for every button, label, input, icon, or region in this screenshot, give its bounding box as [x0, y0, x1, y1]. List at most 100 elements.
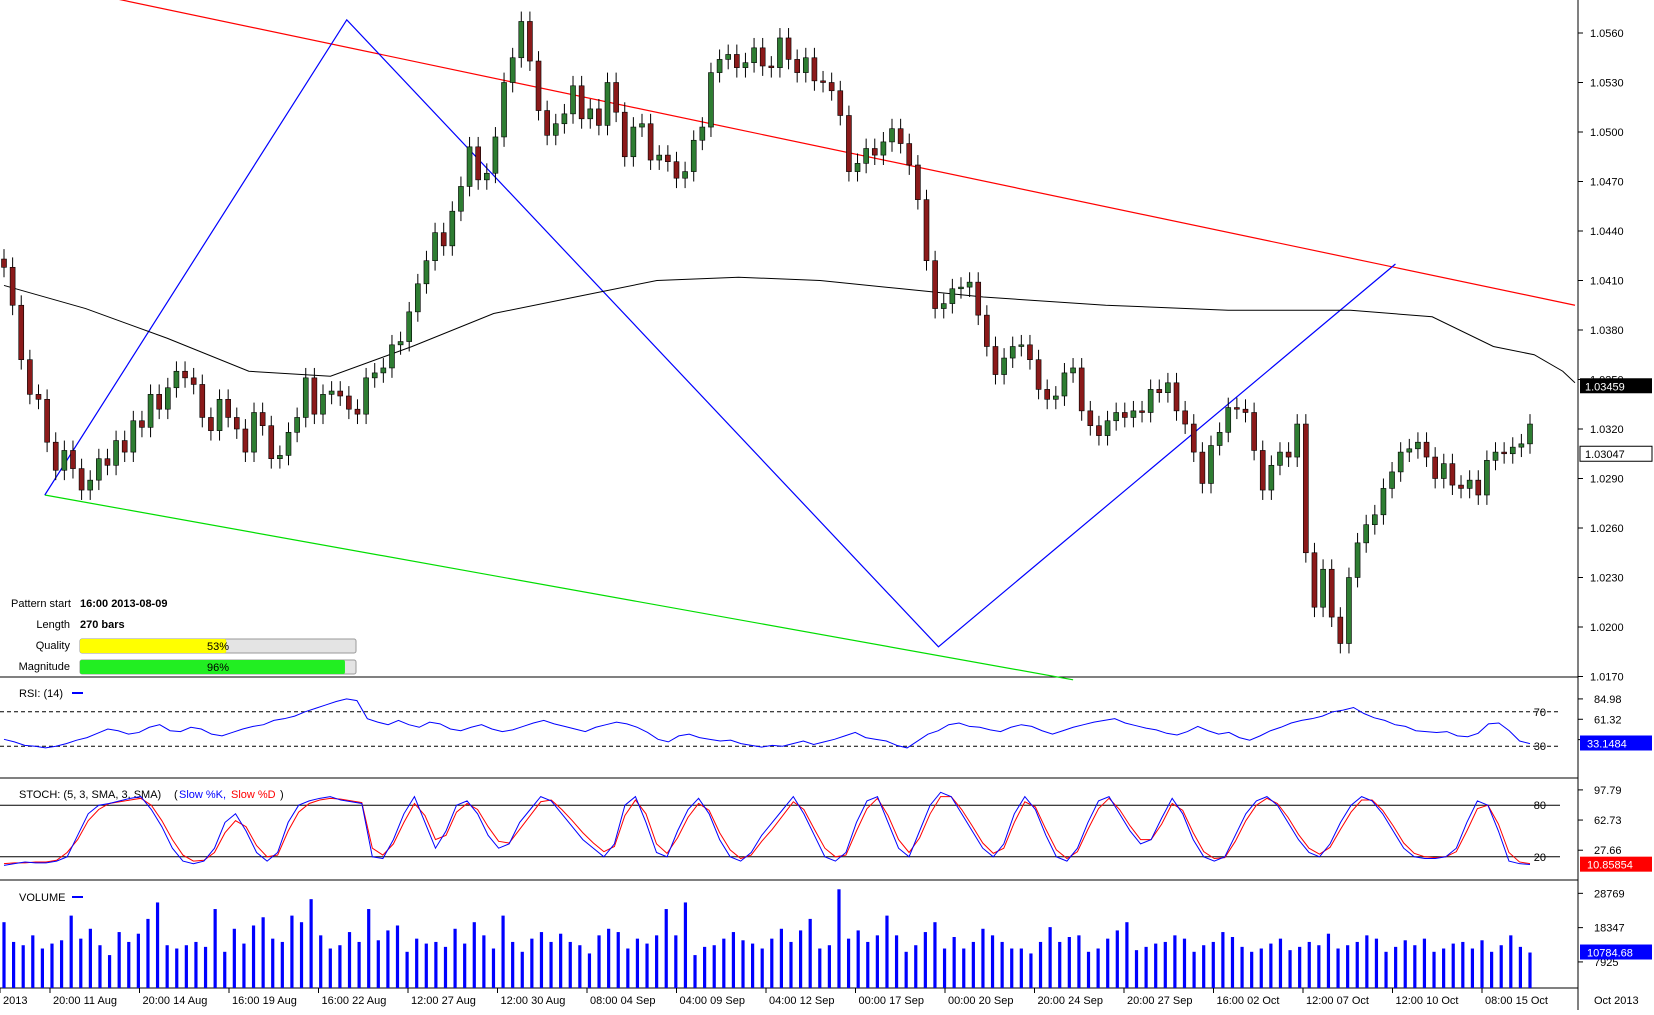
volume-bar — [1038, 941, 1043, 988]
stoch-level-label: 80 — [1534, 800, 1546, 812]
candle-up — [1509, 446, 1516, 455]
volume-bar — [846, 938, 851, 988]
candle-up — [423, 260, 430, 285]
volume-bar — [645, 943, 649, 988]
volume-bar — [11, 941, 16, 988]
volume-bar — [1134, 950, 1139, 988]
candle-down — [871, 148, 878, 156]
candle-down — [1190, 423, 1197, 453]
candle-up — [389, 344, 395, 369]
candle-down — [1234, 407, 1240, 410]
stoch-level-label: 20 — [1534, 852, 1546, 864]
candle-down — [35, 394, 42, 400]
price-tick-label: 1.0380 — [1590, 325, 1624, 337]
candle-down — [27, 359, 33, 395]
volume-bar — [875, 935, 879, 988]
volume-bar — [981, 928, 985, 988]
support-line — [44, 494, 1074, 681]
candle-up — [406, 311, 413, 342]
candle-down — [1432, 456, 1438, 479]
candle-down — [242, 428, 249, 453]
volume-bar — [2, 922, 6, 988]
candle-up — [1225, 407, 1232, 433]
volume-bar — [309, 899, 313, 988]
volume-bar — [203, 946, 208, 988]
volume-bar — [616, 932, 620, 988]
volume-bar — [184, 945, 188, 988]
volume-bar — [424, 943, 428, 988]
volume-bar — [1115, 930, 1119, 988]
candle-up — [940, 303, 947, 309]
volume-bar — [79, 938, 83, 988]
volume-bar — [1403, 940, 1407, 988]
candle-down — [440, 232, 447, 247]
volume-bar — [1490, 951, 1494, 988]
candle-up — [863, 148, 869, 164]
volume-bar — [1413, 945, 1417, 988]
time-tick-label: 12:00 07 Oct — [1306, 995, 1369, 1007]
candle-down — [1035, 359, 1042, 390]
volume-bar — [463, 943, 467, 988]
magnitude-bar-fill — [80, 660, 345, 674]
magnitude-label: Magnitude — [19, 661, 70, 673]
candle-down — [647, 123, 654, 161]
volume-bar — [731, 932, 736, 988]
candle-down — [1044, 389, 1050, 400]
volume-bar — [578, 945, 582, 988]
price-tick-label: 1.0500 — [1590, 127, 1624, 139]
candle-down — [1423, 441, 1430, 458]
candle-up — [742, 62, 749, 68]
stoch-current-label: 10.85854 — [1587, 860, 1633, 872]
candle-up — [1320, 568, 1326, 608]
candle-down — [768, 65, 775, 68]
volume-bar — [338, 945, 342, 988]
volume-bar — [376, 940, 380, 988]
volume-bar — [942, 948, 947, 988]
quality-label: Quality — [36, 640, 71, 652]
candle-up — [173, 370, 180, 389]
time-tick-label: 16:00 19 Aug — [232, 995, 297, 1007]
candle-up — [682, 171, 688, 179]
volume-bar — [1182, 938, 1187, 988]
rsi-current-label: 33.1484 — [1587, 738, 1627, 750]
candle-up — [802, 57, 809, 73]
rsi-tick-label: 84.98 — [1594, 694, 1622, 706]
candle-down — [1242, 408, 1249, 413]
time-tick-label: 12:00 27 Aug — [411, 995, 476, 1007]
volume-bar — [415, 938, 419, 988]
volume-bar — [1211, 941, 1215, 988]
candle-down — [259, 412, 266, 426]
volume-bar — [69, 915, 73, 988]
candle-down — [233, 417, 240, 430]
volume-bar — [271, 938, 275, 988]
volume-bar — [597, 935, 601, 988]
candle-down — [1285, 451, 1292, 458]
candle-down — [837, 90, 844, 116]
volume-bar — [539, 932, 544, 988]
volume-bar — [405, 951, 409, 988]
volume-bar — [1144, 946, 1148, 988]
volume-bar — [1528, 952, 1532, 988]
time-tick-label: 08:00 04 Sep — [590, 995, 655, 1007]
rsi-level-label: 30 — [1534, 741, 1546, 753]
candle-down — [1078, 367, 1085, 412]
volume-bar — [136, 933, 140, 988]
price-tick-label: 1.0230 — [1590, 573, 1624, 585]
volume-bar — [261, 917, 265, 988]
pattern-start-label: Pattern start — [11, 598, 71, 610]
candle-down — [18, 304, 25, 361]
volume-title: VOLUME — [19, 892, 65, 904]
candle-up — [251, 412, 257, 453]
candle-down — [975, 281, 982, 316]
candle-up — [518, 21, 525, 59]
candle-down — [673, 161, 680, 179]
volume-bar — [453, 928, 457, 988]
volume-bar — [789, 941, 793, 988]
volume-bar — [712, 945, 716, 988]
volume-bar — [1058, 941, 1062, 988]
